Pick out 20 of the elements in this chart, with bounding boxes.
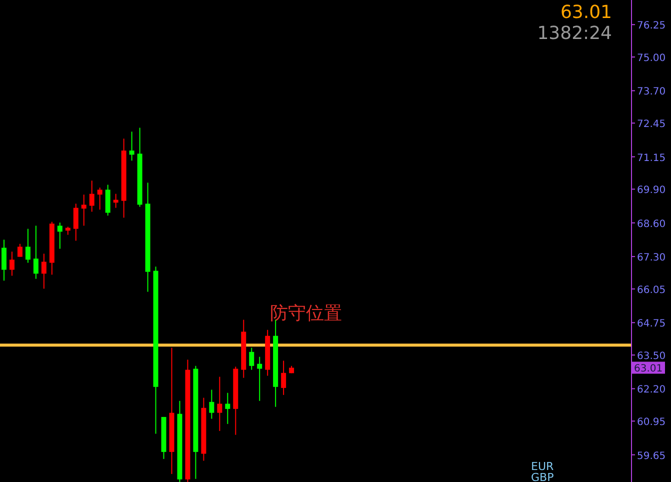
y-tick-label: 64.75 xyxy=(637,318,666,330)
y-tick-label: 69.90 xyxy=(637,185,666,196)
annotation: 1382:24 xyxy=(537,23,612,44)
y-tick-label: 71.15 xyxy=(637,152,666,164)
y-tick-label: 59.65 xyxy=(637,450,666,462)
annotation: 63.01 xyxy=(560,2,612,23)
y-tick-label: 75.00 xyxy=(637,53,666,64)
y-tick-label: 72.45 xyxy=(637,119,666,130)
y-tick-label: 68.60 xyxy=(637,218,666,230)
y-tick-label: 60.95 xyxy=(637,417,666,428)
y-tick-label: 67.30 xyxy=(637,252,666,264)
y-tick-label: 73.70 xyxy=(637,86,666,98)
annotation: EUR xyxy=(531,460,554,473)
ref-line-label: 防守位置 xyxy=(270,303,342,324)
y-tick-label: 63.50 xyxy=(637,351,666,362)
y-tick-label: 76.25 xyxy=(637,20,666,32)
annotation: 63.01 xyxy=(634,364,663,375)
y-tick-label: 66.05 xyxy=(637,284,666,296)
y-tick-label: 62.20 xyxy=(637,384,666,396)
annotation: GBP xyxy=(531,471,554,482)
